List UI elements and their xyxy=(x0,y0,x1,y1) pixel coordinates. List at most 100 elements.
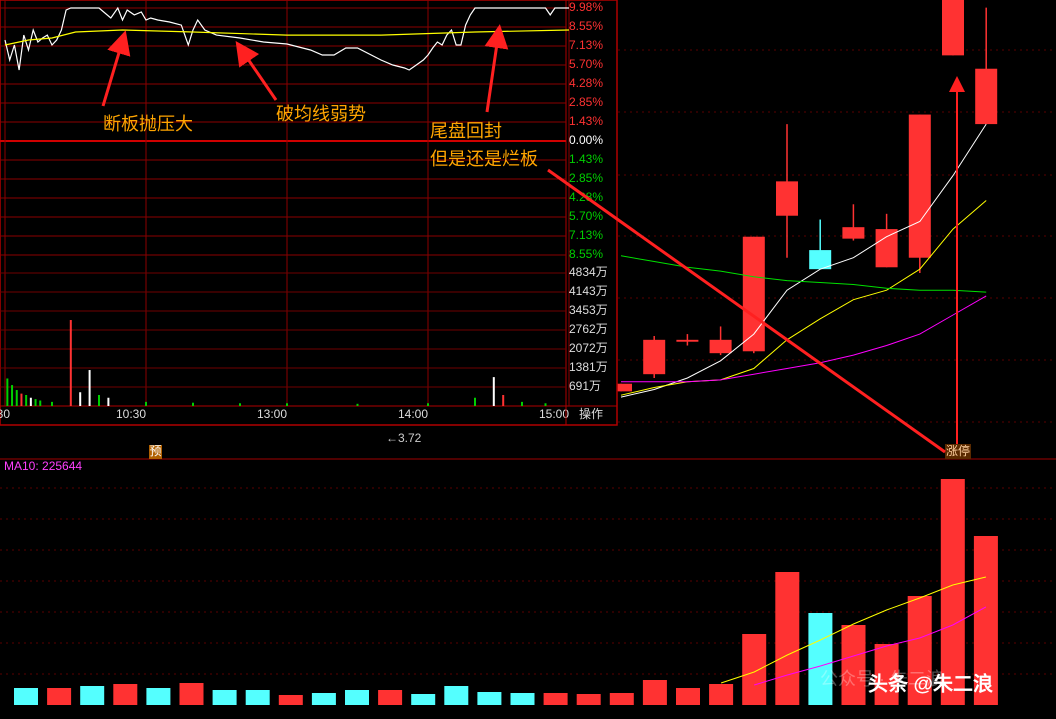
price-line xyxy=(4,29,570,46)
volume-bar xyxy=(742,634,767,705)
volume-bar xyxy=(34,399,37,406)
y-tick-label: 4834万 xyxy=(569,265,608,279)
volume-bar xyxy=(444,686,469,705)
x-tick-label: 30 xyxy=(0,407,10,421)
volume-bar xyxy=(543,693,568,705)
y-tick-label: 8.55% xyxy=(569,19,603,33)
limit-up-tag: 涨停 xyxy=(946,443,970,458)
volume-bar xyxy=(14,688,38,705)
volume-bar xyxy=(378,690,403,705)
volume-bar xyxy=(29,397,32,406)
candle-body xyxy=(709,339,732,354)
volume-bar xyxy=(179,683,204,705)
candle-body xyxy=(809,250,832,270)
volume-bar xyxy=(107,397,110,406)
volume-bar xyxy=(11,385,14,406)
volume-bar xyxy=(80,686,105,705)
volume-ma-label: MA10: 225644 xyxy=(4,459,82,473)
volume-bar xyxy=(775,572,800,705)
y-tick-label: 691万 xyxy=(569,379,601,393)
volume-bar xyxy=(25,394,28,406)
candle-body xyxy=(975,68,998,125)
annotation: 但是还是烂板 xyxy=(430,149,538,169)
y-tick-label: 5.70% xyxy=(569,57,603,71)
volume-bar xyxy=(502,394,505,406)
volume-bar xyxy=(311,693,336,705)
volume-bar xyxy=(427,403,429,406)
y-tick-label: 9.98% xyxy=(569,0,603,14)
annotation: 断板抛压大 xyxy=(103,114,193,134)
volume-bar xyxy=(6,378,9,406)
y-tick-label: 1381万 xyxy=(569,360,608,374)
candle-body xyxy=(842,227,865,239)
volume-bar xyxy=(676,688,700,705)
ma-line xyxy=(620,123,987,398)
volume-bar xyxy=(642,680,667,705)
volume-bar xyxy=(98,394,100,406)
ma-line xyxy=(620,200,987,396)
volume-bar xyxy=(15,390,18,406)
x-tick-label: 14:00 xyxy=(398,407,428,421)
volume-bar xyxy=(113,684,138,705)
candle-body xyxy=(875,229,898,268)
volume-bar xyxy=(940,479,965,705)
inset-frame xyxy=(0,0,618,426)
volume-bar xyxy=(973,536,998,705)
volume-bar xyxy=(874,644,899,705)
volume-bar xyxy=(146,688,171,705)
volume-bar xyxy=(474,397,476,406)
volume-bar xyxy=(492,377,495,406)
volume-bar xyxy=(709,684,734,705)
candle-body xyxy=(610,383,632,392)
candle-body xyxy=(676,339,699,342)
volume-bar xyxy=(239,403,241,406)
volume-bar xyxy=(576,694,601,705)
candle-body xyxy=(942,0,964,56)
candle-body xyxy=(643,339,666,375)
y-tick-label: 2762万 xyxy=(569,322,608,336)
volume-bar xyxy=(345,690,369,705)
y-tick-label: 1.43% xyxy=(569,114,603,128)
annotation: 尾盘回封 xyxy=(430,121,502,141)
volume-ma-line xyxy=(720,576,987,684)
y-tick-label: 4143万 xyxy=(569,284,608,298)
x-tick-label: 10:30 xyxy=(116,407,146,421)
ma-line xyxy=(621,295,987,383)
arrow xyxy=(484,24,509,113)
volume-bar xyxy=(286,403,288,406)
watermark: 公众号 · 朱二浪 xyxy=(820,669,944,689)
arrow xyxy=(547,168,946,454)
volume-bar xyxy=(39,400,42,406)
arrow xyxy=(235,41,278,101)
volume-bar xyxy=(477,692,502,705)
y-tick-label: 1.43% xyxy=(569,152,603,166)
volume-bar xyxy=(88,370,91,406)
volume-bar xyxy=(907,596,932,705)
tag-bg xyxy=(945,444,971,459)
annotation: 破均线弱势 xyxy=(276,104,366,124)
volume-bar xyxy=(808,613,833,705)
volume-bar xyxy=(411,694,436,705)
volume-bar xyxy=(544,403,547,406)
arrow xyxy=(101,30,131,107)
y-tick-label: 8.55% xyxy=(569,247,603,261)
volume-bar xyxy=(521,401,523,406)
y-tick-label: 7.13% xyxy=(569,38,603,52)
volume-bar xyxy=(841,625,866,705)
y-tick-label: 4.28% xyxy=(569,76,603,90)
y-tick-label: 7.13% xyxy=(569,228,603,242)
volume-ma-line xyxy=(754,606,987,686)
y-tick-label: 0.00% xyxy=(569,133,603,147)
volume-bar xyxy=(212,690,237,705)
tag-bg xyxy=(149,445,162,459)
action-button[interactable]: 操作 xyxy=(579,406,603,421)
volume-bar xyxy=(278,695,303,705)
y-tick-label: 3453万 xyxy=(569,303,608,317)
volume-bar xyxy=(609,693,634,705)
volume-bar xyxy=(145,401,147,406)
volume-bar xyxy=(79,392,82,406)
watermark: 头条 @朱二浪 xyxy=(868,671,993,695)
